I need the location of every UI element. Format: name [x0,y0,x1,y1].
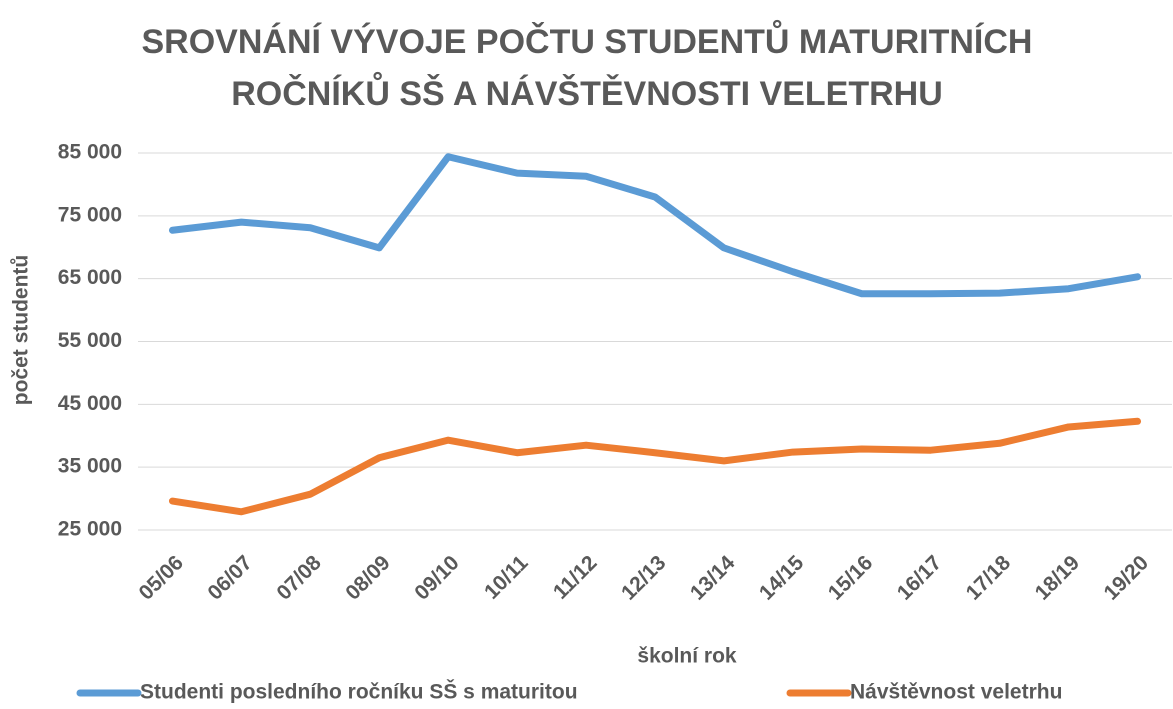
x-tick-label: 12/13 [617,551,670,604]
x-tick-label: 17/18 [962,551,1016,605]
x-tick-label: 13/14 [686,551,740,605]
y-axis-label: počet studentů [10,255,33,406]
legend-label: Studenti posledního ročníku SŠ s maturit… [140,680,578,704]
x-tick-label: 16/17 [893,551,946,604]
line-series [168,153,1142,298]
y-tick-label: 55 000 [58,329,122,352]
x-tick-label: 19/20 [1100,551,1153,604]
x-axis-label: školní rok [637,645,737,668]
y-tick-label: 45 000 [58,392,122,415]
y-tick-label: 35 000 [58,455,122,478]
x-tick-label: 06/07 [203,551,256,604]
x-tick-label: 11/12 [549,551,602,604]
x-tick-label: 15/16 [824,551,877,604]
x-tick-label: 09/10 [410,551,463,604]
x-tick-label: 08/09 [341,551,394,604]
x-tick-label: 07/08 [272,551,326,605]
line-series [168,417,1142,516]
x-tick-label: 05/06 [134,551,187,604]
legend-label: Návštěvnost veletrhu [850,681,1062,704]
y-tick-label: 85 000 [58,141,122,164]
chart-title: SROVNÁNÍ VÝVOJE POČTU STUDENTŮ MATURITNÍ… [141,23,1033,113]
x-tick-label: 10/11 [480,551,533,604]
y-tick-label: 25 000 [58,518,122,541]
y-tick-label: 65 000 [58,266,122,289]
x-tick-label: 14/15 [755,551,809,605]
y-tick-label: 75 000 [58,203,122,226]
x-tick-label: 18/19 [1031,551,1084,604]
